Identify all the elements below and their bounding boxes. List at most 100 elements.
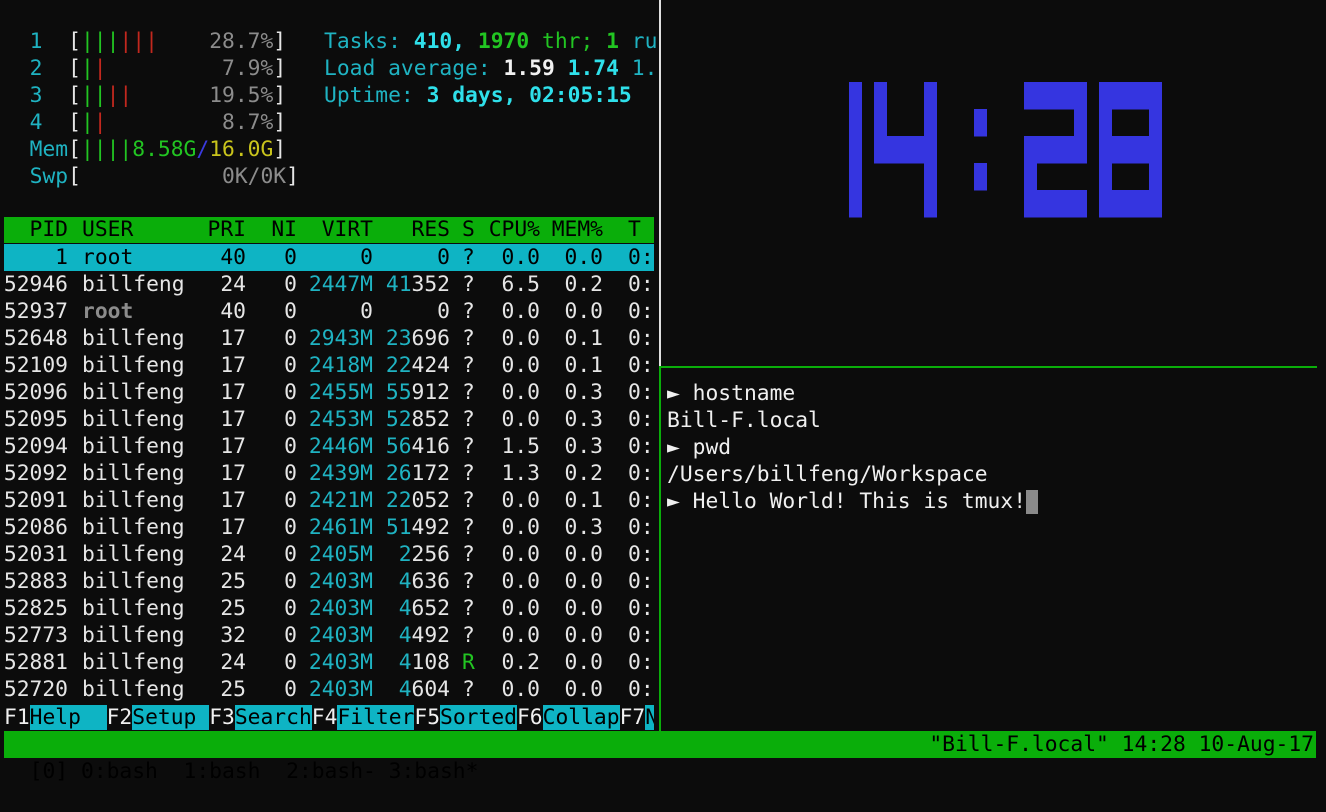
clock-block bbox=[1049, 82, 1062, 110]
ni-cell: 0 bbox=[284, 650, 297, 675]
process-row[interactable]: 52092 billfeng 17 0 2439M 26172? 1.3 0.2 0: bbox=[4, 460, 654, 487]
clock-block bbox=[1111, 190, 1125, 218]
column-header-user[interactable]: USER bbox=[82, 217, 134, 242]
cpu-meter-4: 4 [|| 8.7%] bbox=[4, 109, 286, 136]
clock-block bbox=[849, 163, 862, 191]
fkey-label-help[interactable]: Help bbox=[29, 705, 107, 730]
process-row[interactable]: 52109 billfeng 17 0 2418M 22424? 0.0 0.1 0: bbox=[4, 352, 654, 379]
process-row[interactable]: 52031 billfeng 24 0 2405M 2256? 0.0 0.0 0: bbox=[4, 541, 654, 568]
shell-output-line: /Users/billfeng/Workspace bbox=[667, 461, 988, 488]
clock-block bbox=[974, 163, 987, 191]
time-cell: 0: bbox=[628, 650, 654, 675]
process-row[interactable]: 52086 billfeng 17 0 2461M 51492? 0.0 0.3 0: bbox=[4, 514, 654, 541]
column-header-t[interactable]: T bbox=[628, 217, 641, 242]
pid-cell: 52648 bbox=[4, 326, 68, 351]
text-fragment: ] bbox=[286, 164, 299, 189]
time-cell: 0: bbox=[628, 299, 654, 324]
column-header-virt[interactable]: VIRT bbox=[321, 217, 373, 242]
fkey-label-n[interactable]: N bbox=[645, 705, 654, 730]
clock-digit-2 bbox=[1024, 82, 1087, 218]
command-text: pwd bbox=[692, 435, 732, 460]
clock-block bbox=[1149, 82, 1162, 110]
process-row[interactable]: 52648 billfeng 17 0 2943M 23696? 0.0 0.1 0: bbox=[4, 325, 654, 352]
s-cell: ? bbox=[462, 569, 475, 594]
pri-cell: 17 bbox=[220, 353, 246, 378]
clock-block bbox=[1124, 190, 1137, 218]
process-row[interactable]: 52881 billfeng 24 0 2403M 4108 R 0.2 0.0 0: bbox=[4, 649, 654, 676]
pri-cell: 17 bbox=[220, 326, 246, 351]
pri-cell: 17 bbox=[220, 461, 246, 486]
fkey-f6[interactable]: F6 bbox=[516, 705, 543, 730]
column-header-pri[interactable]: PRI bbox=[207, 217, 246, 242]
cpu-cell: 0.0 bbox=[501, 677, 540, 702]
fkey-f7[interactable]: F7 bbox=[619, 705, 646, 730]
command-text: hostname bbox=[692, 381, 796, 406]
uptime-value: 3 days, 02:05:15 bbox=[426, 83, 632, 108]
cpu-percent: 28.7% bbox=[209, 29, 274, 54]
column-header-s[interactable]: S bbox=[462, 217, 475, 242]
process-row[interactable]: 52883 billfeng 25 0 2403M 4636? 0.0 0.0 0: bbox=[4, 568, 654, 595]
fkey-f4[interactable]: F4 bbox=[311, 705, 338, 730]
column-header-res[interactable]: RES bbox=[411, 217, 450, 242]
process-row[interactable]: 52946 billfeng 24 0 2447M 41352? 6.5 0.2 0: bbox=[4, 271, 654, 298]
pri-cell: 25 bbox=[220, 569, 246, 594]
pri-cell: 17 bbox=[220, 380, 246, 405]
fkey-label-setup[interactable]: Setup bbox=[132, 705, 210, 730]
clock-block bbox=[1136, 190, 1150, 218]
fkey-f5[interactable]: F5 bbox=[414, 705, 441, 730]
fkey-label-sorted[interactable]: Sorted bbox=[440, 705, 517, 730]
process-row[interactable]: 52937 root 40 0 0 0? 0.0 0.0 0: bbox=[4, 298, 654, 325]
pid-cell: 52773 bbox=[4, 623, 68, 648]
process-table-header[interactable]: PID USER PRI NI VIRT RES S CPU% MEM% T bbox=[4, 217, 654, 243]
pane-divider-vertical[interactable] bbox=[659, 0, 661, 366]
fkey-f3[interactable]: F3 bbox=[209, 705, 235, 730]
pid-cell: 52883 bbox=[4, 569, 68, 594]
column-header-pid[interactable]: PID bbox=[29, 217, 68, 242]
fkey-label-search[interactable]: Search bbox=[234, 705, 312, 730]
virt-cell: 0 bbox=[360, 299, 373, 324]
process-row[interactable]: 52094 billfeng 17 0 2446M 56416? 1.5 0.3 0: bbox=[4, 433, 654, 460]
pid-cell: 52937 bbox=[4, 299, 68, 324]
process-row[interactable]: 52825 billfeng 25 0 2403M 4652? 0.0 0.0 0: bbox=[4, 595, 654, 622]
clock-block bbox=[1074, 82, 1087, 110]
pane-divider-vertical-active[interactable] bbox=[659, 366, 661, 731]
text-fragment: 416 bbox=[411, 434, 450, 459]
pid-cell: 52092 bbox=[4, 461, 68, 486]
process-row[interactable]: 1 root 40 0 0 0? 0.0 0.0 0: bbox=[4, 244, 654, 271]
clock-block bbox=[1061, 190, 1075, 218]
time-cell: 0: bbox=[628, 488, 654, 513]
fkey-label-filter[interactable]: Filter bbox=[337, 705, 415, 730]
tmux-status-bar: [0] 0:bash 1:bash 2:bash- 3:bash* "Bill-… bbox=[4, 731, 1316, 784]
text-fragment: 51 bbox=[385, 515, 412, 540]
fkey-label-collap[interactable]: Collap bbox=[542, 705, 620, 730]
cpu-cell: 6.5 bbox=[501, 272, 540, 297]
time-cell: 0: bbox=[628, 623, 654, 648]
ni-cell: 0 bbox=[284, 380, 297, 405]
mem-cell: 0.3 bbox=[564, 380, 603, 405]
cpu-usage-bar: |||||| bbox=[81, 29, 158, 54]
mem-cell: 0.0 bbox=[564, 623, 603, 648]
time-cell: 0: bbox=[628, 380, 654, 405]
clock-block bbox=[886, 136, 900, 164]
column-header-mem-pct[interactable]: MEM% bbox=[551, 217, 603, 242]
s-cell: ? bbox=[462, 380, 475, 405]
cpu-label: 4 bbox=[29, 110, 43, 135]
column-header-cpu-pct[interactable]: CPU% bbox=[488, 217, 540, 242]
fkey-f2[interactable]: F2 bbox=[106, 705, 133, 730]
pid-cell: 52096 bbox=[4, 380, 68, 405]
time-cell: 0: bbox=[628, 596, 654, 621]
process-row[interactable]: 52091 billfeng 17 0 2421M 22052? 0.0 0.1 0: bbox=[4, 487, 654, 514]
pane-divider-horizontal[interactable] bbox=[661, 366, 1317, 368]
user-cell: billfeng bbox=[82, 515, 185, 540]
virt-cell: 2461M bbox=[308, 515, 373, 540]
process-row[interactable]: 52096 billfeng 17 0 2455M 55912? 0.0 0.3 0: bbox=[4, 379, 654, 406]
s-cell: ? bbox=[462, 461, 475, 486]
process-row[interactable]: 52095 billfeng 17 0 2453M 52852? 0.0 0.3 0: bbox=[4, 406, 654, 433]
column-header-ni[interactable]: NI bbox=[271, 217, 297, 242]
process-row[interactable]: 52720 billfeng 25 0 2403M 4604? 0.0 0.0 0: bbox=[4, 676, 654, 703]
window-list[interactable]: [0] 0:bash 1:bash 2:bash- 3:bash* bbox=[29, 759, 479, 784]
fkey-f1[interactable]: F1 bbox=[4, 705, 30, 730]
process-row[interactable]: 52773 billfeng 32 0 2403M 4492? 0.0 0.0 0: bbox=[4, 622, 654, 649]
pid-cell: 1 bbox=[55, 245, 68, 270]
pri-cell: 25 bbox=[220, 677, 246, 702]
